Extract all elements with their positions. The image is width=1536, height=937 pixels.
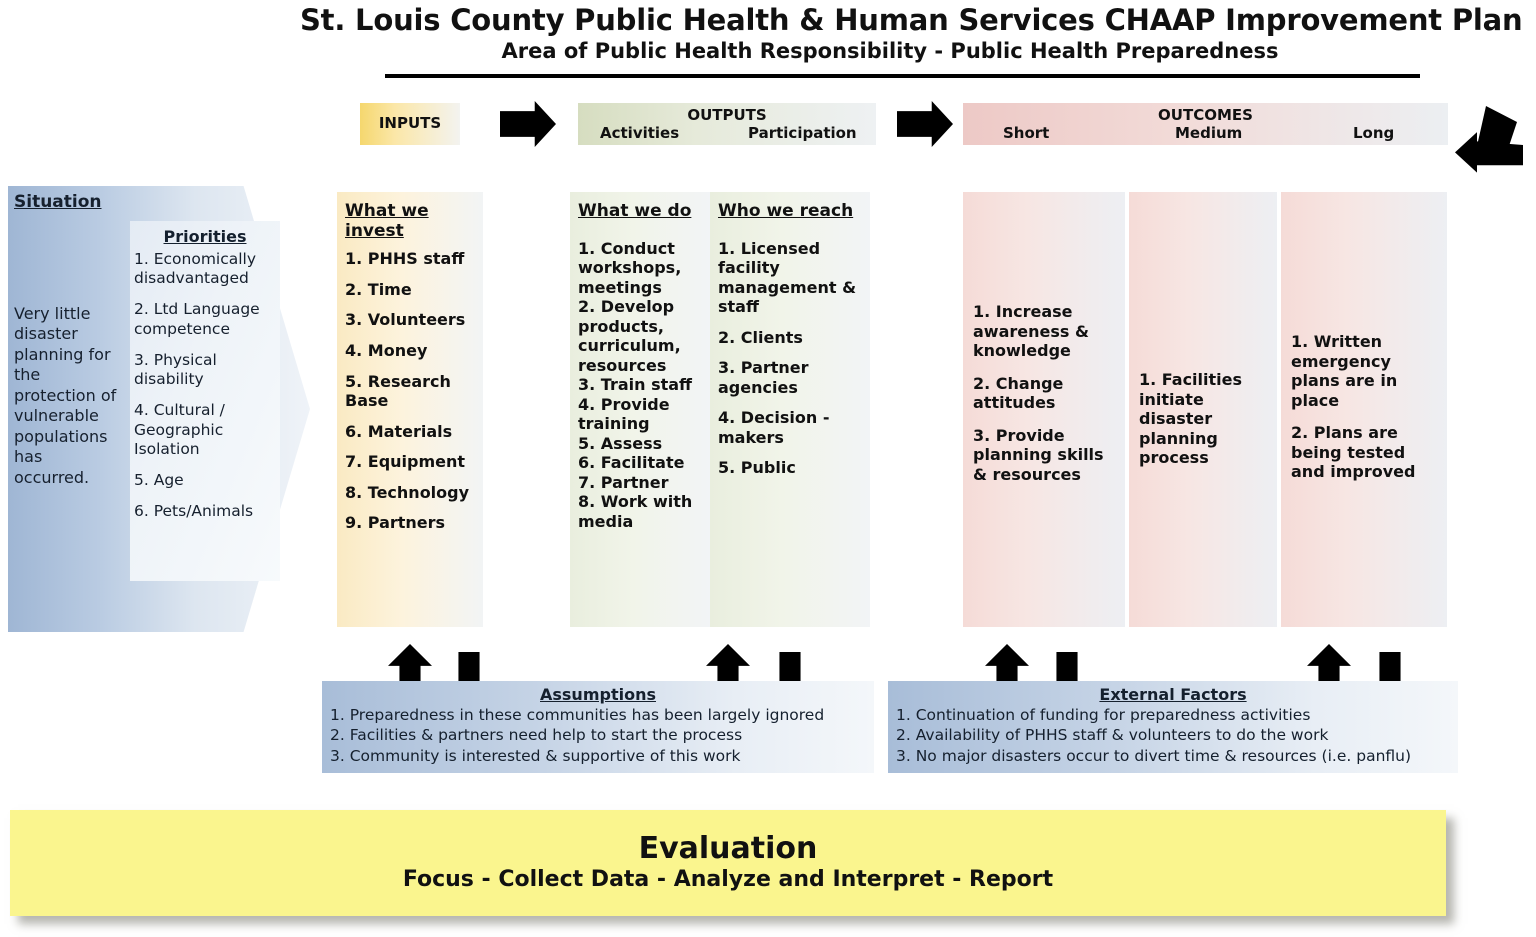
list-item: 1. Continuation of funding for preparedn… (896, 706, 1311, 724)
list-item: 6. Materials (345, 421, 453, 441)
page-title: St. Louis County Public Health & Human S… (300, 3, 1523, 37)
list-item: 2. Availability of PHHS staff & voluntee… (896, 726, 1329, 745)
list-item: 2. Clients (718, 327, 803, 347)
page-title-block: St. Louis County Public Health & Human S… (300, 3, 1523, 84)
band-outputs-activities-label: Activities (600, 124, 680, 142)
column-outcomes-long: 1. Written emergency plans are in place … (1281, 192, 1447, 627)
arrow-outputs-to-outcomes-icon (897, 101, 953, 147)
list-item: 3. Train staff (578, 375, 692, 395)
list-item: 3. Partner agencies (718, 358, 809, 397)
column-who-we-reach: Who we reach 1. Licensed facility manage… (710, 192, 870, 627)
band-outputs-label: OUTPUTS (687, 106, 767, 124)
situation-title: Situation (14, 192, 102, 212)
assumptions-title: Assumptions (540, 685, 656, 704)
list-item: 1. Increase awareness & knowledge (973, 302, 1089, 361)
list-item: 9. Partners (345, 513, 446, 533)
list-item: 1. PHHS staff (345, 249, 465, 269)
assumptions-list: 1. Preparedness in these communities has… (322, 704, 874, 766)
list-item: 4. Cultural / Geographic Isolation (134, 401, 225, 458)
situation-text: Very little disaster planning for the pr… (14, 304, 117, 487)
list-item: 5. Age (134, 470, 184, 489)
priorities-panel: Priorities 1. Economically disadvantaged… (130, 221, 280, 581)
list-item: 7. Partner (578, 472, 669, 492)
list-item: 8. Technology (345, 482, 470, 502)
list-item: 3. No major disasters occur to divert ti… (896, 746, 1412, 765)
external-factors-list: 1. Continuation of funding for preparedn… (888, 704, 1458, 766)
column-heading: What we invest (345, 201, 429, 241)
column-what-we-do: What we do 1. Conduct workshops, meeting… (570, 192, 710, 627)
list-item: 3. Volunteers (345, 310, 466, 330)
column-what-we-invest: What we invest 1. PHHS staff 2. Time 3. … (337, 192, 483, 627)
column-heading: What we do (578, 201, 692, 221)
list-item: 1. Written emergency plans are in place (1291, 332, 1398, 410)
list-item: 4. Money (345, 340, 428, 360)
band-inputs: INPUTS (360, 103, 460, 145)
column-body: 1. Increase awareness & knowledge 2. Cha… (963, 192, 1125, 484)
band-inputs-label: INPUTS (378, 114, 442, 132)
list-item: 1. Licensed facility management & staff (718, 238, 857, 317)
band-outputs: OUTPUTS Activities Participation (578, 103, 876, 145)
list-item: 1. Preparedness in these communities has… (330, 706, 825, 724)
external-factors-title: External Factors (1099, 685, 1247, 704)
list-item: 3. Community is interested & supportive … (330, 746, 741, 765)
evaluation-title: Evaluation (638, 831, 818, 866)
column-heading: Who we reach (718, 201, 854, 221)
band-outcomes-label: OUTCOMES (1158, 106, 1253, 124)
evaluation-subtitle: Focus - Collect Data - Analyze and Inter… (402, 867, 1054, 892)
band-outcomes: OUTCOMES Short Medium Long (963, 103, 1448, 145)
list-item: 3. Provide planning skills & resources (973, 425, 1104, 484)
page-subtitle: Area of Public Health Responsibility - P… (501, 39, 1279, 64)
band-outcomes-medium-label: Medium (1175, 124, 1243, 142)
priorities-title: Priorities (163, 227, 247, 246)
list-item: 6. Facilitate (578, 453, 685, 473)
list-item: 2. Ltd Language competence (134, 300, 260, 338)
list-item: 1. Economically disadvantaged (134, 250, 257, 288)
list-item: 8. Work with media (578, 492, 693, 531)
column-body: 1. Written emergency plans are in place … (1281, 192, 1447, 482)
column-outcomes-short: 1. Increase awareness & knowledge 2. Cha… (963, 192, 1125, 627)
arrow-inputs-to-outputs-icon (500, 101, 556, 147)
list-item: 5. Assess (578, 433, 663, 453)
list-item: 5. Public (718, 458, 796, 478)
list-item: 2. Time (345, 279, 412, 299)
external-factors-panel: External Factors 1. Continuation of fund… (888, 681, 1458, 773)
assumptions-panel: Assumptions 1. Preparedness in these com… (322, 681, 874, 773)
feedback-loop-arrow-icon (1455, 100, 1529, 186)
list-item: 1. Conduct workshops, meetings (578, 238, 682, 297)
priorities-list: 1. Economically disadvantaged 2. Ltd Lan… (134, 250, 280, 521)
band-outputs-participation-label: Participation (748, 124, 857, 142)
list-item: 1. Facilities initiate disaster planning… (1139, 370, 1243, 468)
list-item: 2. Change attitudes (973, 373, 1064, 413)
list-item: 4. Provide training (578, 394, 670, 434)
list-item: 5. Research Base (345, 371, 451, 411)
list-item: 7. Equipment (345, 452, 466, 472)
list-item: 6. Pets/Animals (134, 502, 254, 521)
list-item: 2. Facilities & partners need help to st… (330, 726, 743, 745)
band-outcomes-long-label: Long (1353, 124, 1395, 142)
column-body: 1. Facilities initiate disaster planning… (1129, 192, 1277, 468)
band-outcomes-short-label: Short (1003, 124, 1050, 142)
evaluation-panel: Evaluation Focus - Collect Data - Analyz… (10, 810, 1446, 916)
title-divider (385, 74, 1420, 78)
column-outcomes-medium: 1. Facilities initiate disaster planning… (1129, 192, 1277, 627)
list-item: 2. Plans are being tested and improved (1291, 423, 1416, 482)
column-body: 1. Licensed facility management & staff … (710, 222, 870, 478)
column-body: 1. PHHS staff 2. Time 3. Volunteers 4. M… (337, 241, 483, 532)
list-item: 4. Decision - makers (718, 408, 830, 447)
list-item: 2. Develop products, curriculum, resourc… (578, 297, 681, 375)
list-item: 3. Physical disability (134, 350, 217, 389)
column-body: 1. Conduct workshops, meetings 2. Develo… (570, 222, 710, 532)
